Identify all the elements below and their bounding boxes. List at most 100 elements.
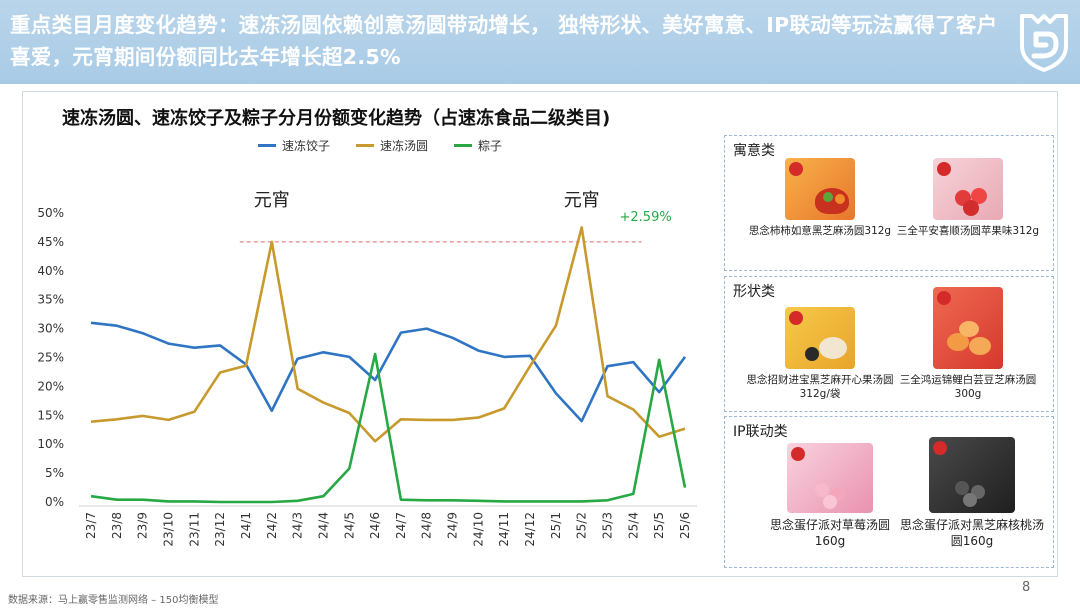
product-koi-tangyuan-image: [933, 287, 1003, 369]
product-name: 思念蛋仔派对草莓汤圆160g: [769, 518, 890, 548]
y-tick-label: 45%: [37, 235, 64, 249]
x-tick-label: 23/12: [213, 512, 227, 547]
y-tick-label: 20%: [37, 379, 64, 393]
legend-item-dumplings: 速冻饺子: [258, 137, 330, 154]
tangyuan-ball-icon: [819, 337, 847, 359]
brand-badge-icon: [937, 291, 951, 305]
legend-item-tangyuan: 速冻汤圆: [356, 137, 428, 154]
line-chart: 0% 5% 10% 15% 20% 25% 30% 35% 40% 45% 50% 23/7 23/8 2…: [37, 190, 697, 547]
y-tick-label: 10%: [37, 437, 64, 451]
tangyuan-ball-icon: [823, 192, 833, 202]
legend-swatch-tangyuan: [356, 144, 375, 147]
panel-auspicious: 寓意类 思念柿柿如意黑芝麻汤圆312g 三全平安喜顺汤圆苹果味312g: [724, 135, 1054, 271]
tangyuan-ball-icon: [963, 493, 977, 507]
x-tick-label: 25/5: [652, 512, 666, 539]
product-persimmon-tangyuan-image: [785, 158, 855, 220]
product-card: 思念蛋仔派对黑芝麻核桃汤圆160g: [897, 437, 1047, 549]
y-tick-label: 40%: [37, 264, 64, 278]
brand-badge-icon: [933, 441, 947, 455]
brand-badge-icon: [789, 162, 803, 176]
series-line-dumplings: [90, 321, 687, 423]
growth-annotation: +2.59%: [620, 210, 672, 225]
page-headline: 重点类目月度变化趋势：速冻汤圆依赖创意汤圆带动增长， 独特形状、美好寓意、IP联…: [10, 13, 998, 69]
legend-label-zongzi: 粽子: [478, 139, 503, 153]
tangyuan-ball-icon: [963, 200, 979, 216]
x-tick-label: 24/5: [342, 512, 356, 539]
x-tick-label: 23/10: [161, 512, 175, 547]
y-tick-label: 30%: [37, 322, 64, 336]
panel-title-ip: IP联动类: [733, 424, 788, 440]
tangyuan-ball-icon: [823, 495, 837, 509]
x-tick-label: 24/8: [420, 512, 434, 539]
x-tick-label: 25/1: [549, 512, 563, 539]
tangyuan-ball-icon: [947, 333, 969, 351]
product-name: 思念招财进宝黑芝麻开心果汤圆312g/袋: [746, 374, 894, 400]
product-ingot-tangyuan-image: [785, 307, 855, 369]
header-banner: [0, 0, 1080, 84]
product-eggy-sesame-image: [929, 437, 1015, 513]
x-tick-label: 24/4: [316, 512, 330, 539]
x-tick-label: 24/11: [497, 512, 511, 547]
panel-title-shape: 形状类: [733, 284, 775, 300]
legend-swatch-zongzi: [454, 144, 473, 147]
y-tick-label: 5%: [45, 466, 64, 480]
x-tick-label: 24/2: [265, 512, 279, 539]
y-tick-label: 25%: [37, 351, 64, 365]
panel-shape: 形状类 思念招财进宝黑芝麻开心果汤圆312g/袋 三全鸿运锦鲤白芸豆芝麻汤圆30…: [724, 276, 1054, 412]
brand-badge-icon: [789, 311, 803, 325]
chart-title: 速冻汤圆、速冻饺子及粽子分月份额变化趋势（占速冻食品二级类目): [62, 108, 611, 129]
x-tick-label: 25/3: [601, 512, 615, 539]
product-card: 思念招财进宝黑芝麻开心果汤圆312g/袋: [745, 307, 895, 401]
x-tick-label: 23/11: [187, 512, 201, 547]
legend-label-tangyuan: 速冻汤圆: [380, 139, 429, 153]
x-tick-label: 25/4: [626, 512, 640, 539]
y-tick-label: 35%: [37, 293, 64, 307]
series-line-tangyuan: [90, 226, 686, 443]
product-card: 三全平安喜顺汤圆苹果味312g: [893, 158, 1043, 238]
x-tick-label: 24/7: [394, 512, 408, 539]
product-card: 三全鸿运锦鲤白芸豆芝麻汤圆300g: [893, 287, 1043, 401]
x-tick-label: 25/6: [678, 512, 692, 539]
product-name: 思念柿柿如意黑芝麻汤圆312g: [748, 225, 892, 237]
tangyuan-ball-icon: [815, 483, 829, 497]
page-number: 8: [1022, 580, 1031, 595]
product-name: 三全鸿运锦鲤白芸豆芝麻汤圆300g: [899, 374, 1037, 400]
tangyuan-ball-icon: [959, 321, 979, 337]
tangyuan-ball-icon: [805, 347, 819, 361]
x-tick-label: 25/2: [575, 512, 589, 539]
product-eggy-strawberry-image: [787, 443, 873, 513]
series-line-zongzi: [90, 352, 687, 504]
x-tick-label: 24/1: [239, 512, 253, 539]
product-apple-tangyuan-image: [933, 158, 1003, 220]
brand-badge-icon: [791, 447, 805, 461]
tangyuan-ball-icon: [971, 188, 987, 204]
x-tick-label: 24/10: [471, 512, 485, 547]
tangyuan-ball-icon: [969, 337, 991, 355]
lantern-festival-annotation: 元宵: [564, 190, 600, 211]
x-tick-label: 23/9: [136, 512, 150, 539]
tangyuan-ball-icon: [955, 481, 969, 495]
lantern-festival-annotation: 元宵: [254, 190, 290, 211]
chart-legend: 速冻饺子 速冻汤圆 粽子: [258, 137, 502, 154]
legend-swatch-dumplings: [258, 144, 276, 147]
tangyuan-ball-icon: [835, 194, 845, 204]
y-tick-label: 50%: [37, 206, 64, 220]
y-tick-label: 15%: [37, 408, 64, 422]
panel-title-auspicious: 寓意类: [733, 143, 775, 159]
x-tick-label: 23/7: [84, 512, 98, 539]
legend-item-zongzi: 粽子: [454, 137, 502, 154]
legend-label-dumplings: 速冻饺子: [282, 139, 331, 153]
y-tick-label: 0%: [45, 495, 64, 509]
x-tick-label: 23/8: [110, 512, 124, 539]
shield-logo-icon: [1020, 14, 1068, 72]
product-name: 三全平安喜顺汤圆苹果味312g: [896, 225, 1040, 237]
panel-ip: IP联动类 思念蛋仔派对草莓汤圆160g 思念蛋仔派对黑芝麻核桃汤圆160g: [724, 416, 1054, 568]
product-name: 思念蛋仔派对黑芝麻核桃汤圆160g: [899, 518, 1044, 548]
x-tick-label: 24/6: [368, 512, 382, 539]
x-tick-label: 24/9: [446, 512, 460, 539]
x-tick-label: 24/12: [523, 512, 537, 547]
brand-badge-icon: [937, 162, 951, 176]
x-tick-label: 24/3: [291, 512, 305, 539]
product-card: 思念蛋仔派对草莓汤圆160g: [755, 443, 905, 549]
data-source-note: 数据来源：马上赢零售监测网络 – 150均衡模型: [8, 595, 219, 606]
